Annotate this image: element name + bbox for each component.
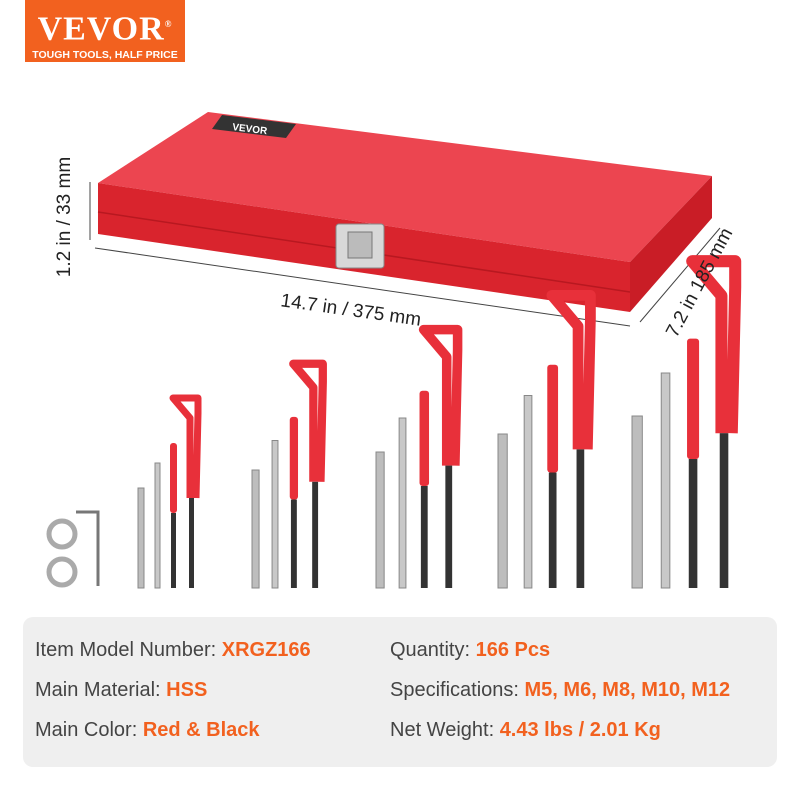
tap [375,451,385,589]
tang-break-tool [546,290,596,450]
tang-break-shaft [445,465,453,588]
tap [631,415,643,589]
drill-bit [660,372,671,589]
inserting-tool-shaft [290,499,297,588]
spec-color: Main Color: Red & Black [35,719,260,741]
spec-quantity: Quantity: 166 Pcs [390,639,551,661]
spec-weight: Net Weight: 4.43 lbs / 2.01 Kg [390,719,661,741]
coil-insert [46,518,78,550]
inserting-tool-handle [547,364,559,473]
lid-label [212,115,296,138]
tang-break-tool [418,324,463,466]
product-illustration: VEVOR [46,112,742,589]
logo-brand: VEVOR® [37,10,173,48]
tang-break-tool [686,255,742,434]
tap [251,469,260,589]
tang-break-shaft [312,481,319,588]
inserting-tool-handle [687,338,700,459]
dimension-lines [89,182,721,327]
case-side [630,176,712,312]
tang-break-shaft [719,433,729,588]
tap [497,433,508,589]
inserting-tool-shaft [688,459,698,588]
coil-insert [46,556,78,588]
logo-tagline: TOUGH TOOLS, HALF PRICE [32,49,178,62]
tang-break-tool [289,359,327,482]
spec-model: Item Model Number: XRGZ166 [35,639,311,661]
inserting-tool-handle [289,416,299,500]
inserting-tool-shaft [548,472,557,588]
vevor-logo: VEVOR® TOUGH TOOLS, HALF PRICE [25,0,185,62]
drill-bit [398,417,407,589]
drill-bit [271,440,279,589]
spec-panel: Item Model Number: XRGZ166 Main Material… [23,617,777,767]
lid-label-text: VEVOR [232,122,269,137]
spec-material: Main Material: HSS [35,679,208,701]
tool-case: VEVOR [97,112,712,312]
drill-bit [523,395,533,589]
tang-break-tool [169,394,202,499]
inserting-tool-handle [419,390,430,486]
spec-specifications: Specifications: M5, M6, M8, M10, M12 [390,679,731,701]
tang-break-shaft [189,498,194,588]
tang-break-shaft [576,449,585,588]
dimension-height: 1.2 in / 33 mm [54,156,76,278]
inserting-tool-handle [170,443,177,513]
inserting-tool-shaft [420,486,428,588]
thread-repair-tools [46,255,742,589]
hex-key [76,510,100,586]
tap [137,487,145,589]
inserting-tool-shaft [171,513,176,588]
drill-bit [154,462,161,589]
case-lid-top [98,112,712,262]
